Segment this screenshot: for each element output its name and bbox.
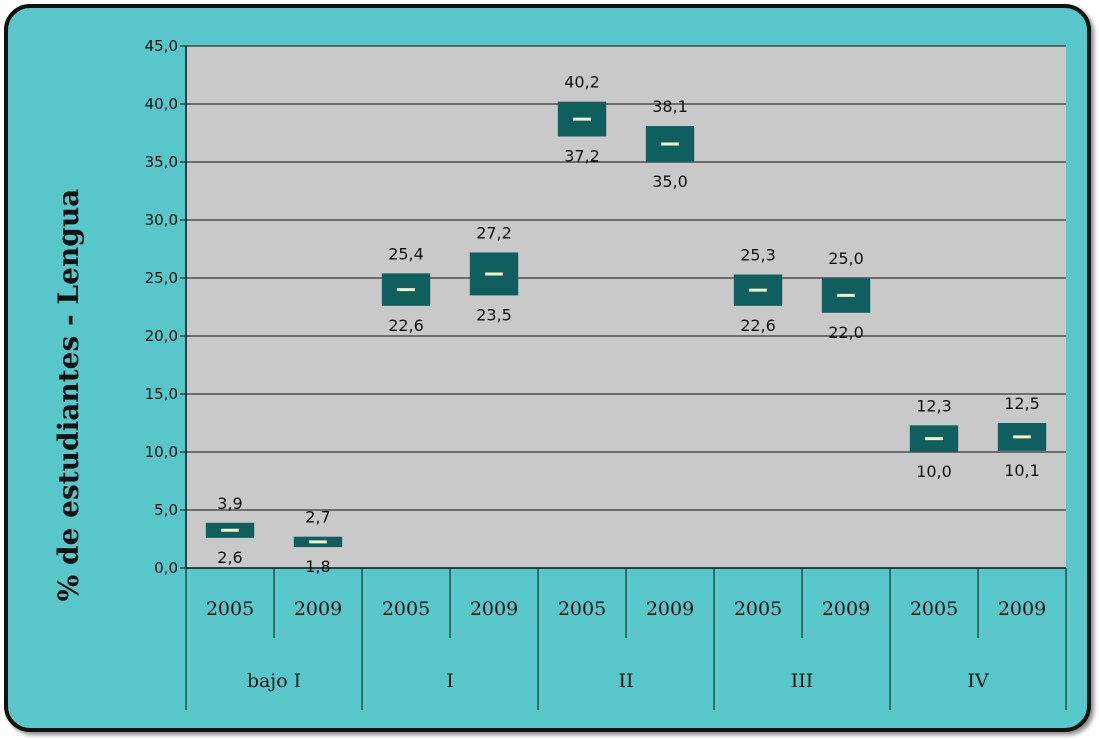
year-label: 2009 <box>470 598 518 620</box>
year-label: 2005 <box>382 598 430 620</box>
data-label-low: 37,2 <box>564 146 600 165</box>
year-label: 2005 <box>910 598 958 620</box>
data-label-high: 12,5 <box>1004 394 1040 413</box>
data-label-low: 22,0 <box>828 323 864 342</box>
data-label-high: 3,9 <box>217 494 242 513</box>
data-label-high: 25,0 <box>828 249 864 268</box>
data-label-low: 1,8 <box>305 557 330 576</box>
bars <box>205 101 1047 548</box>
plot-area <box>186 46 1066 568</box>
data-label-high: 12,3 <box>916 396 952 415</box>
data-label-low: 35,0 <box>652 172 688 191</box>
group-label: IV <box>967 670 989 692</box>
year-label: 2005 <box>206 598 254 620</box>
data-label-high: 25,4 <box>388 244 424 263</box>
y-tick-label: 30,0 <box>145 211 178 229</box>
data-label-high: 2,7 <box>305 508 330 527</box>
y-axis-label: % de estudiantes - Lengua <box>52 189 85 602</box>
year-label: 2009 <box>998 598 1046 620</box>
y-tick-label: 5,0 <box>154 501 178 519</box>
y-tick-label: 35,0 <box>145 153 178 171</box>
year-label: 2005 <box>734 598 782 620</box>
y-tick-label: 40,0 <box>145 95 178 113</box>
data-label-low: 23,5 <box>476 305 512 324</box>
data-label-low: 22,6 <box>388 316 424 335</box>
group-label: bajo I <box>247 670 301 692</box>
y-tick-label: 15,0 <box>145 385 178 403</box>
group-label: I <box>446 670 454 692</box>
data-label-high: 40,2 <box>564 73 600 92</box>
data-label-low: 2,6 <box>217 548 242 567</box>
year-label: 2009 <box>822 598 870 620</box>
data-label-low: 10,1 <box>1004 461 1040 480</box>
year-label: 2009 <box>646 598 694 620</box>
y-tick-label: 20,0 <box>145 327 178 345</box>
y-tick-label: 25,0 <box>145 269 178 287</box>
group-label: II <box>618 670 633 692</box>
data-labels: 3,9 2,6 2,7 1,8 25,4 22,6 27,2 23,5 40,2 37,2 38,1… <box>217 73 1040 576</box>
year-label: 2005 <box>558 598 606 620</box>
group-label: III <box>791 670 814 692</box>
y-tick-label: 10,0 <box>145 443 178 461</box>
data-label-high: 38,1 <box>652 97 688 116</box>
data-label-high: 27,2 <box>476 223 512 242</box>
data-label-high: 25,3 <box>740 246 776 265</box>
y-tick-label: 0,0 <box>154 559 178 577</box>
x-axis: 2005 2009 bajo I 2005 2009 I 2005 2009 II 2005 200… <box>185 567 1067 710</box>
year-label: 2009 <box>294 598 342 620</box>
data-label-low: 10,0 <box>916 462 952 481</box>
y-axis-ticks: 0,0 5,0 10,0 15,0 20,0 25,0 30,0 35,0 40,0 45,0 <box>145 37 187 577</box>
data-label-low: 22,6 <box>740 316 776 335</box>
y-tick-label: 45,0 <box>145 37 178 55</box>
